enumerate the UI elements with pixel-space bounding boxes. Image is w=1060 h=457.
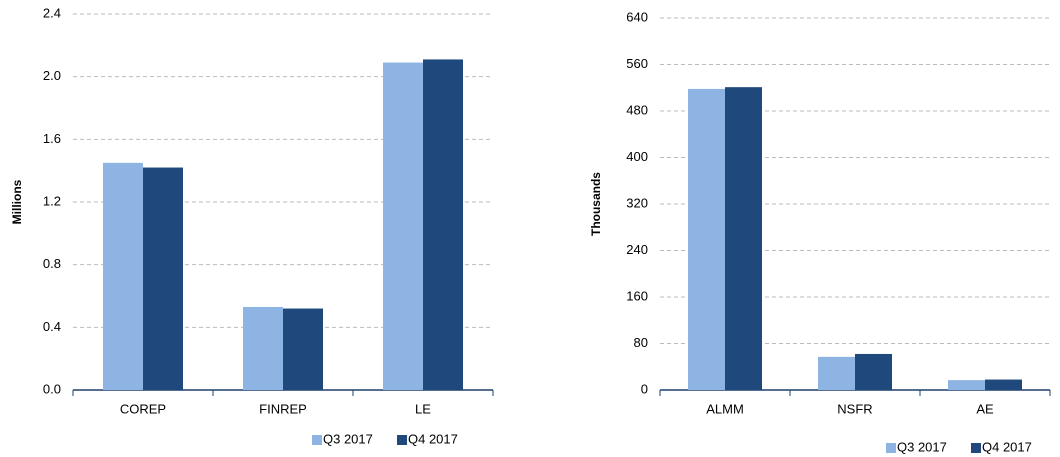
bar <box>688 88 725 390</box>
x-tick-label: FINREP <box>259 401 307 416</box>
legend-label: Q4 2017 <box>408 431 458 446</box>
y-tick-label: 400 <box>626 149 648 164</box>
y-tick-label: 2.4 <box>43 5 61 20</box>
y-tick-label: 80 <box>634 335 648 350</box>
bar <box>383 62 423 391</box>
bar <box>423 59 463 390</box>
bar <box>725 87 762 390</box>
legend-label: Q3 2017 <box>323 431 373 446</box>
y-tick-label: 0.0 <box>43 381 61 396</box>
y-tick-label: 320 <box>626 195 648 210</box>
legend-swatch <box>886 443 896 453</box>
bar <box>143 167 183 390</box>
bar <box>985 379 1022 390</box>
bar <box>103 162 143 390</box>
y-tick-label: 240 <box>626 242 648 257</box>
y-tick-label: 480 <box>626 102 648 117</box>
bar <box>855 353 892 390</box>
legend-label: Q3 2017 <box>897 439 947 454</box>
bar <box>283 308 323 390</box>
bar <box>243 306 283 390</box>
y-tick-label: 1.2 <box>43 193 61 208</box>
y-tick-label: 0.8 <box>43 256 61 271</box>
x-tick-label: NSFR <box>837 401 872 416</box>
y-axis-title: Thousands <box>589 172 603 236</box>
y-tick-label: 0 <box>641 381 648 396</box>
y-tick-label: 1.6 <box>43 131 61 146</box>
x-tick-label: COREP <box>120 401 166 416</box>
x-tick-label: LE <box>415 401 431 416</box>
legend-swatch <box>971 443 981 453</box>
y-axis-title: Millions <box>10 179 24 224</box>
legend-label: Q4 2017 <box>982 439 1032 454</box>
bar <box>818 356 855 390</box>
legend-swatch <box>312 435 322 445</box>
bar <box>948 380 985 390</box>
x-tick-label: AE <box>976 401 994 416</box>
x-tick-label: ALMM <box>706 401 744 416</box>
y-tick-label: 160 <box>626 288 648 303</box>
legend-swatch <box>397 435 407 445</box>
y-tick-label: 640 <box>626 9 648 24</box>
y-tick-label: 2.0 <box>43 68 61 83</box>
y-tick-label: 0.4 <box>43 319 61 334</box>
y-tick-label: 560 <box>626 56 648 71</box>
